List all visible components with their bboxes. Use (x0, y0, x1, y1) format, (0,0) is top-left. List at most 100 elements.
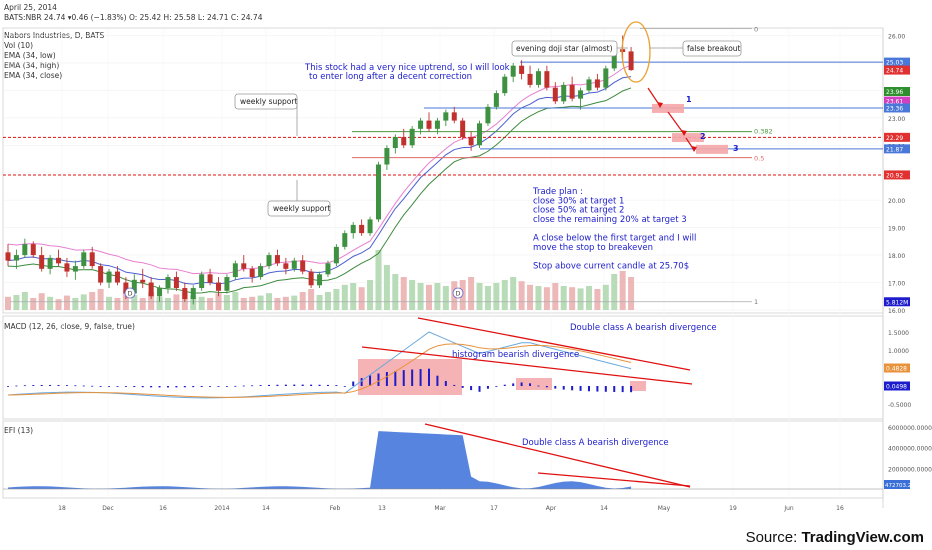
indicator-volume[interactable]: Vol (10) (4, 41, 34, 50)
indicator-ema-low[interactable]: EMA (34, low) (4, 51, 56, 60)
target-box (652, 103, 684, 113)
macd-tick-label: 1.0000 (888, 348, 909, 355)
volume-bar (72, 298, 79, 310)
volume-bar (106, 296, 113, 310)
macd-histogram-bar (276, 384, 279, 386)
efi-series: Double class A bearish divergence (3, 423, 883, 490)
false-breakout-label: false breakout (687, 44, 741, 53)
volume-bar (80, 294, 87, 310)
volume-bar (341, 284, 348, 310)
volume-bar (240, 298, 247, 310)
candle-body (22, 244, 28, 256)
arrow-head (691, 146, 697, 152)
macd-histogram-bar (301, 384, 304, 386)
candle-body (603, 68, 609, 88)
macd-highlight (358, 359, 462, 395)
candle-body (249, 268, 255, 278)
candle-body (477, 123, 483, 146)
candle-body (199, 274, 205, 289)
candle-body (232, 263, 238, 278)
signal-line (7, 343, 632, 398)
macd-histogram-bar (604, 386, 607, 392)
candle-body (384, 148, 390, 165)
macd-histogram-bar (554, 386, 557, 389)
chart-svg[interactable]: 0 0.382 0.5 1 1 2 3 Double class A bearish div… (0, 0, 932, 520)
macd-histogram-bar (335, 385, 338, 386)
volume-bar (207, 298, 214, 310)
dividend-label: D (455, 290, 460, 298)
target-label: 2 (700, 132, 706, 141)
candle-body (350, 224, 356, 234)
y-tick-label: 17.00 (888, 281, 905, 288)
macd-histogram-bar (65, 385, 68, 386)
volume-bar (400, 277, 407, 310)
volume-bar (148, 292, 155, 310)
volume-bar (55, 299, 62, 310)
macd-label[interactable]: MACD (12, 26, close, 9, false, true) (4, 322, 135, 331)
volume-bar (543, 287, 550, 310)
candle-body (544, 71, 550, 88)
macd-histogram-bar (326, 384, 329, 386)
macd-histogram-bar (343, 386, 346, 387)
candle-body (216, 282, 221, 291)
macd-histogram-bar (545, 386, 548, 388)
y-tick-label: 23.00 (888, 116, 905, 123)
candle-body (283, 263, 289, 269)
volume-bar (308, 289, 315, 310)
candle-body (325, 263, 331, 275)
indicator-ema-close[interactable]: EMA (34, close) (4, 71, 63, 80)
candle-body (594, 79, 600, 88)
macd-histogram-bar (15, 385, 18, 387)
efi-label[interactable]: EFI (13) (4, 426, 34, 435)
macd-histogram-bar (360, 378, 363, 386)
candle-body (291, 260, 297, 269)
volume-bar (173, 294, 180, 310)
macd-histogram-bar (91, 385, 94, 387)
y-tick-label: 20.00 (888, 198, 905, 205)
volume-bar (223, 295, 230, 310)
macd-histogram-bar (318, 384, 321, 386)
macd-histogram-bar (158, 386, 161, 388)
candle-body (502, 76, 508, 94)
macd-histogram-bar (529, 383, 532, 386)
trade-plan-line: Trade plan : (532, 187, 583, 197)
doji-callout (511, 40, 618, 57)
y-tick-label: 19.00 (888, 226, 905, 233)
trade-plan-line: move the stop to breakeven (533, 243, 653, 253)
volume-bar (358, 287, 365, 310)
macd-histogram-bar (183, 386, 186, 388)
candle-body (359, 224, 365, 234)
macd-histogram-bar (470, 386, 473, 391)
axes: 26.0025.0024.0023.0022.0021.0020.0019.00… (58, 33, 932, 512)
volume-bar (619, 271, 626, 310)
candle-body (611, 49, 617, 69)
y-tick-label: 18.00 (888, 253, 905, 260)
volume-bar (535, 286, 542, 310)
volume-bar (602, 284, 609, 310)
candle-body (628, 51, 634, 71)
intro-note-line: This stock had a very nice uptrend, so I… (304, 63, 510, 73)
candle-body (114, 271, 120, 283)
macd-histogram-bar (630, 386, 633, 393)
hist-trend-line (361, 346, 693, 385)
volume-bar (484, 286, 491, 310)
source-credit: Source: TradingView.com (746, 529, 924, 546)
macd-histogram-bar (486, 386, 489, 389)
volume-bar (417, 283, 424, 310)
dividend-marker (452, 287, 464, 299)
macd-histogram-bar (150, 386, 153, 388)
macd-histogram-bar (478, 386, 481, 392)
candle-body (561, 84, 567, 102)
macd-divergence-note: Double class A bearish divergence (570, 323, 717, 333)
levels: 0 0.382 0.5 1 1 2 3 (3, 26, 883, 306)
volume-bar (63, 295, 70, 310)
macd-histogram-bar (444, 380, 447, 386)
candle-body (451, 112, 457, 121)
indicator-ema-high[interactable]: EMA (34, high) (4, 61, 60, 70)
volume-bar (350, 283, 357, 310)
price-badge (884, 103, 910, 113)
doji-label: evening doji star (almost) (516, 44, 613, 53)
macd-series: Double class A bearish divergence histogr… (7, 317, 717, 399)
macd-histogram-bar (242, 385, 245, 387)
volume-bar (426, 284, 432, 310)
